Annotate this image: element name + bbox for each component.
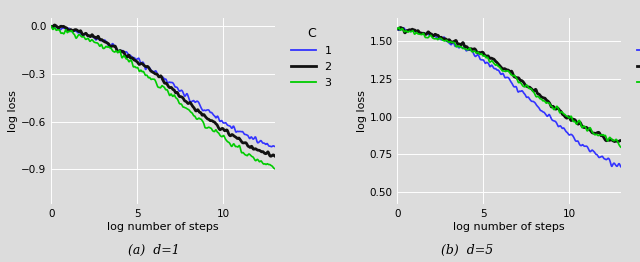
Line: 1: 1 (51, 26, 275, 147)
3 (524, 84, 531, 88)
Line: 2: 2 (397, 28, 621, 141)
1 (47, 25, 55, 28)
3 (177, 102, 185, 106)
1 (586, 150, 594, 153)
2 (51, 23, 58, 26)
1 (524, 96, 531, 99)
3 (271, 167, 278, 170)
2 (240, 141, 248, 144)
2 (614, 140, 622, 143)
3 (183, 107, 191, 110)
1 (61, 27, 68, 30)
3 (529, 90, 537, 93)
Text: (a)  d=1: (a) d=1 (128, 244, 179, 257)
3 (408, 30, 415, 33)
Legend: 1, 2, 3: 1, 2, 3 (285, 20, 339, 95)
Y-axis label: log loss: log loss (356, 90, 367, 132)
Line: 1: 1 (397, 28, 621, 167)
2 (61, 26, 69, 29)
X-axis label: log number of steps: log number of steps (107, 222, 219, 232)
1 (268, 145, 275, 148)
2 (267, 155, 275, 158)
3 (395, 26, 403, 29)
2 (190, 106, 198, 109)
1 (536, 108, 544, 111)
2 (183, 101, 191, 104)
2 (563, 117, 571, 120)
Line: 2: 2 (51, 25, 275, 156)
3 (536, 97, 544, 100)
1 (394, 27, 401, 30)
1 (529, 100, 537, 103)
Legend: 1, 2, 3: 1, 2, 3 (631, 20, 640, 95)
Line: 3: 3 (51, 26, 275, 169)
1 (617, 165, 625, 168)
Y-axis label: log loss: log loss (8, 90, 19, 132)
2 (524, 85, 531, 88)
1 (177, 89, 185, 92)
X-axis label: log number of steps: log number of steps (453, 222, 565, 232)
1 (408, 29, 415, 32)
3 (189, 114, 197, 117)
Text: (b)  d=5: (b) d=5 (441, 244, 493, 257)
3 (240, 151, 248, 155)
3 (563, 115, 571, 118)
2 (177, 95, 185, 98)
1 (183, 92, 191, 95)
1 (217, 120, 225, 123)
1 (563, 131, 571, 134)
3 (61, 30, 68, 33)
2 (394, 27, 401, 30)
3 (586, 126, 594, 129)
2 (47, 25, 55, 28)
2 (536, 94, 544, 97)
3 (217, 134, 225, 138)
1 (189, 99, 197, 102)
2 (217, 128, 225, 131)
3 (47, 25, 55, 28)
3 (394, 27, 401, 30)
1 (271, 145, 278, 148)
2 (586, 129, 594, 132)
2 (617, 139, 625, 142)
Line: 3: 3 (397, 28, 621, 147)
2 (271, 154, 278, 157)
2 (397, 26, 404, 29)
1 (240, 132, 248, 135)
1 (400, 26, 408, 29)
3 (617, 145, 625, 149)
2 (529, 89, 537, 92)
2 (408, 28, 415, 31)
